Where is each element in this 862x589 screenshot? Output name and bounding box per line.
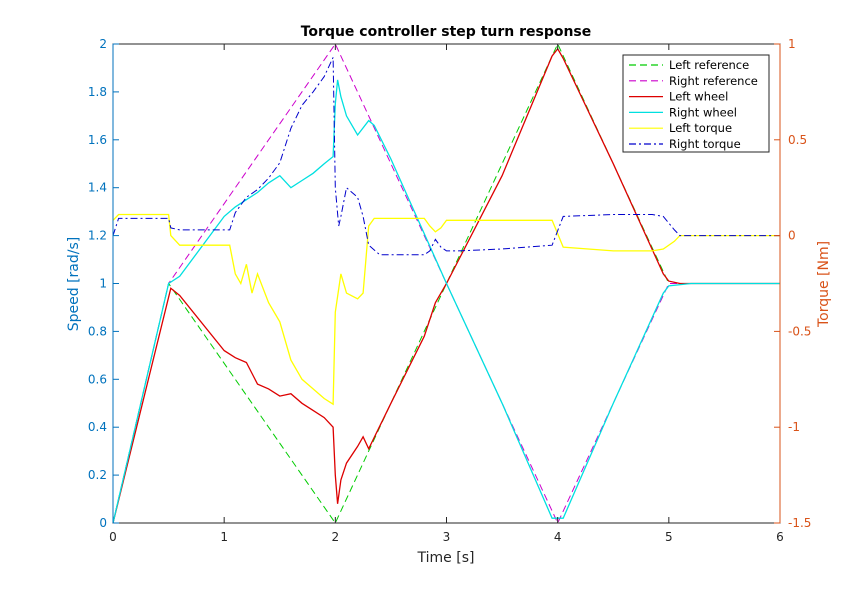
- y-left-tick-label: 0.8: [88, 324, 107, 338]
- x-tick-label: 3: [443, 530, 451, 544]
- series-layer: [112, 42, 780, 525]
- y-right-tick-label: 0.5: [788, 133, 807, 147]
- y-axis-right-label: Torque [Nm]: [816, 241, 832, 328]
- legend-box: [622, 54, 770, 153]
- y-left-tick-label: 1.8: [88, 85, 107, 99]
- y-right-tick-label: -0.5: [788, 324, 811, 338]
- legend-label-left-reference: Left reference: [669, 58, 749, 72]
- y-right-tick-label: -1: [788, 420, 800, 434]
- chart-title: Torque controller step turn response: [301, 24, 592, 40]
- legend-label-right-wheel: Right wheel: [669, 105, 737, 119]
- x-tick-label: 6: [776, 530, 784, 544]
- x-tick-label: 2: [332, 530, 340, 544]
- y-right-tick-label: 1: [788, 37, 796, 51]
- legend-label-left-torque: Left torque: [669, 121, 732, 135]
- x-tick-label: 5: [665, 530, 673, 544]
- y-left-tick-label: 1.2: [88, 229, 107, 243]
- legend-label-right-reference: Right reference: [669, 74, 758, 88]
- y-left-tick-label: 0.2: [88, 468, 107, 482]
- series-line-left-torque: [112, 213, 780, 406]
- y-left-tick-label: 2: [99, 37, 107, 51]
- legend-label-right-torque: Right torque: [669, 137, 741, 151]
- y-left-tick-label: 1.4: [88, 181, 107, 195]
- series-line-left-wheel: [112, 47, 780, 524]
- legend-label-left-wheel: Left wheel: [669, 90, 728, 104]
- y-axis-left-label: Speed [rad/s]: [66, 237, 82, 332]
- axes-layer: 0 1 2 3 4 5 6 0 0.2 0.4 0.6 0.8 1 1.2 1.4 1.6 1.8 2 -1.5 -1…: [88, 37, 812, 544]
- series-line-right-torque: [112, 57, 780, 256]
- x-tick-label: 1: [220, 530, 228, 544]
- y-left-tick-label: 1: [99, 277, 107, 291]
- y-right-tick-label: -1.5: [788, 516, 811, 530]
- x-axis-label: Time [s]: [417, 550, 475, 566]
- y-left-tick-label: 0.4: [88, 420, 107, 434]
- x-tick-label: 4: [554, 530, 562, 544]
- y-left-tick-label: 0: [99, 516, 107, 530]
- series-line-right-wheel: [112, 79, 780, 524]
- y-left-tick-label: 1.6: [88, 133, 107, 147]
- y-right-tick-label: 0: [788, 229, 796, 243]
- x-tick-label: 0: [109, 530, 117, 544]
- y-left-tick-label: 0.6: [88, 372, 107, 386]
